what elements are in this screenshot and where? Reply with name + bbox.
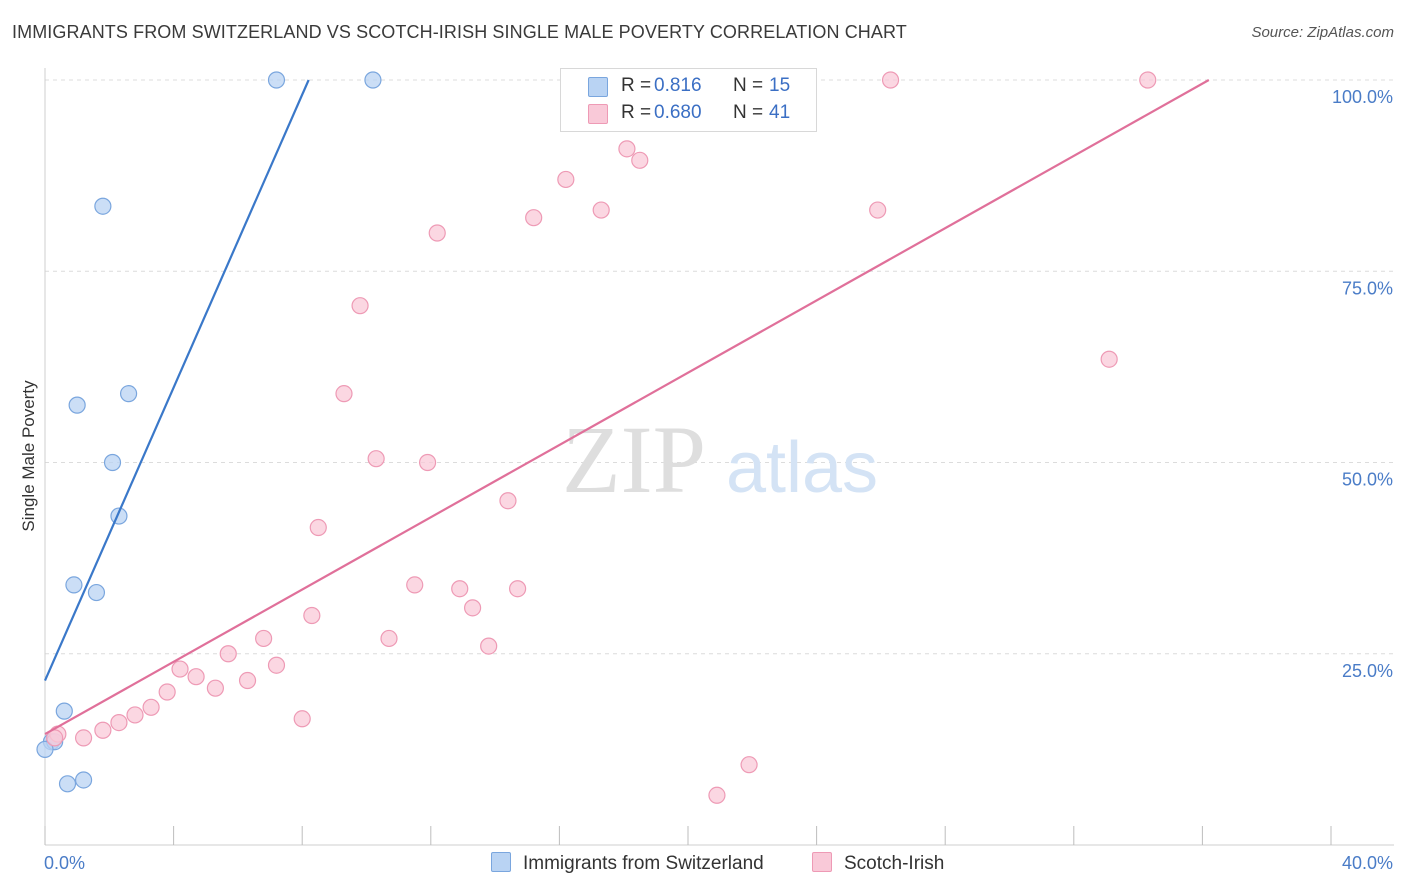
point-scotch-irish bbox=[869, 201, 887, 219]
point-scotch-irish bbox=[881, 71, 900, 89]
legend-row-switzerland: R = 0.816 N = 15 bbox=[561, 73, 816, 100]
legend-r-label: R = bbox=[621, 102, 652, 123]
point-switzerland bbox=[364, 71, 382, 89]
point-scotch-irish bbox=[142, 698, 160, 716]
point-scotch-irish bbox=[509, 580, 527, 598]
legend-n-label: N = bbox=[733, 102, 764, 123]
point-scotch-irish bbox=[110, 713, 128, 732]
tick-labels: 25.0% 50.0% 75.0% 100.0% 0.0% 40.0% bbox=[44, 87, 1393, 873]
point-switzerland bbox=[119, 385, 138, 403]
source-label: Source: ZipAtlas.com bbox=[1251, 24, 1394, 41]
trendline-switzerland bbox=[43, 79, 310, 681]
grid-lines bbox=[45, 79, 1394, 655]
legend-r-label: R = bbox=[621, 75, 652, 96]
point-scotch-irish bbox=[335, 385, 353, 403]
point-switzerland bbox=[74, 771, 93, 789]
point-scotch-irish bbox=[631, 151, 649, 169]
chart-title: IMMIGRANTS FROM SWITZERLAND VS SCOTCH-IR… bbox=[12, 22, 907, 42]
point-scotch-irish bbox=[418, 453, 437, 472]
y-axis-label: Single Male Poverty bbox=[19, 380, 38, 532]
legend-r-value: 0.816 bbox=[654, 75, 702, 96]
point-scotch-irish bbox=[309, 518, 327, 537]
watermark-atlas: atlas bbox=[726, 428, 878, 508]
y-tick-label: 25.0% bbox=[1342, 661, 1393, 681]
point-scotch-irish bbox=[406, 576, 424, 594]
point-switzerland bbox=[267, 71, 286, 89]
y-tick-label: 50.0% bbox=[1342, 470, 1393, 490]
point-scotch-irish bbox=[367, 450, 385, 468]
point-scotch-irish bbox=[126, 706, 144, 724]
bottom-legend-swatch-blue bbox=[491, 852, 511, 872]
y-tick-label: 75.0% bbox=[1342, 278, 1393, 298]
point-scotch-irish bbox=[74, 729, 93, 747]
point-scotch-irish bbox=[267, 656, 286, 674]
legend-n-value: 15 bbox=[769, 75, 791, 96]
trendline-scotch-irish bbox=[44, 79, 1210, 736]
bottom-legend-swatch-pink bbox=[812, 852, 832, 872]
legend-n-label: N = bbox=[733, 75, 764, 96]
point-scotch-irish bbox=[158, 683, 176, 701]
point-switzerland bbox=[103, 453, 122, 472]
point-switzerland bbox=[58, 775, 77, 793]
bottom-legend-scotch-irish: Scotch-Irish bbox=[812, 852, 944, 875]
legend-swatch-blue bbox=[588, 77, 608, 97]
trend-lines bbox=[43, 79, 1210, 736]
bottom-legend-switzerland: Immigrants from Switzerland bbox=[491, 852, 764, 875]
point-scotch-irish bbox=[380, 629, 398, 648]
point-scotch-irish bbox=[525, 209, 543, 227]
point-scotch-irish bbox=[463, 599, 482, 617]
y-tick-label: 100.0% bbox=[1332, 87, 1393, 107]
point-scotch-irish bbox=[451, 580, 469, 598]
point-scotch-irish bbox=[187, 668, 205, 686]
point-switzerland bbox=[87, 583, 106, 602]
point-scotch-irish bbox=[94, 721, 112, 739]
point-scotch-irish bbox=[592, 201, 610, 219]
point-switzerland bbox=[36, 740, 54, 758]
bottom-legend-label: Immigrants from Switzerland bbox=[523, 853, 764, 874]
point-scotch-irish bbox=[428, 224, 446, 242]
point-scotch-irish bbox=[293, 710, 311, 728]
x-tick-label: 40.0% bbox=[1342, 853, 1393, 873]
point-scotch-irish bbox=[740, 756, 758, 774]
point-scotch-irish bbox=[255, 629, 273, 648]
point-switzerland bbox=[94, 197, 112, 215]
axes bbox=[44, 68, 1394, 846]
point-scotch-irish bbox=[206, 679, 224, 697]
point-scotch-irish bbox=[499, 492, 517, 510]
x-tick-label: 0.0% bbox=[44, 853, 85, 873]
point-scotch-irish bbox=[708, 786, 726, 804]
point-scotch-irish bbox=[1100, 350, 1118, 368]
point-scotch-irish bbox=[557, 170, 575, 189]
point-switzerland bbox=[55, 702, 73, 720]
legend-swatch-pink bbox=[588, 104, 608, 124]
point-switzerland bbox=[68, 396, 86, 414]
legend-row-scotch-irish: R = 0.680 N = 41 bbox=[561, 100, 816, 127]
point-scotch-irish bbox=[171, 660, 189, 678]
point-scotch-irish bbox=[1139, 71, 1157, 89]
data-points bbox=[36, 71, 1157, 804]
legend-n-value: 41 bbox=[769, 102, 791, 123]
point-scotch-irish bbox=[618, 140, 636, 158]
point-scotch-irish bbox=[219, 645, 237, 663]
point-scotch-irish bbox=[480, 637, 498, 655]
point-scotch-irish bbox=[303, 606, 321, 625]
correlation-legend: R = 0.816 N = 15 R = 0.680 N = 41 bbox=[560, 68, 817, 132]
legend-r-value: 0.680 bbox=[654, 102, 702, 123]
point-switzerland bbox=[65, 576, 83, 594]
bottom-legend-label: Scotch-Irish bbox=[844, 853, 945, 874]
watermark-zip: ZIP bbox=[562, 406, 706, 513]
point-scotch-irish bbox=[351, 297, 369, 315]
point-scotch-irish bbox=[238, 671, 257, 690]
